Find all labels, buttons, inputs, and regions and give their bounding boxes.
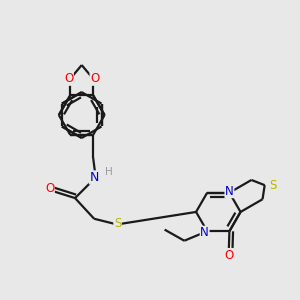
Text: N: N (200, 226, 209, 239)
Text: O: O (45, 182, 54, 195)
Text: N: N (225, 184, 234, 198)
Text: N: N (89, 171, 99, 184)
Text: S: S (269, 179, 276, 192)
Text: O: O (64, 72, 73, 85)
Text: H: H (105, 167, 113, 177)
Text: S: S (114, 217, 121, 230)
Text: O: O (90, 72, 99, 85)
Text: O: O (224, 248, 233, 262)
